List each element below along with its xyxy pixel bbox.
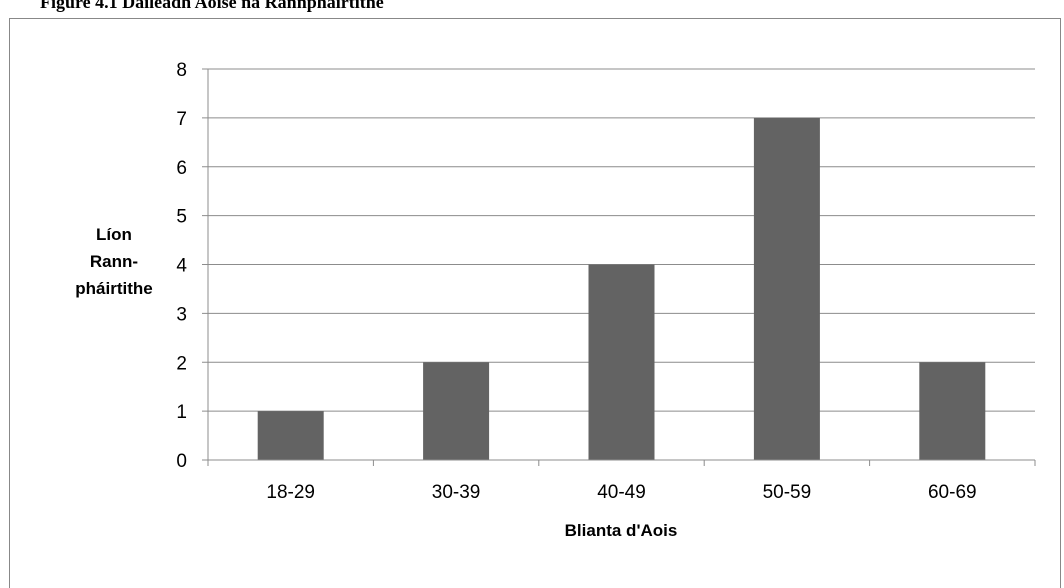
y-tick-label: 7 — [176, 109, 187, 130]
x-tick-label: 60-69 — [928, 482, 977, 503]
y-axis-label-line: Rann- — [90, 252, 138, 271]
y-tick-label: 4 — [176, 256, 187, 277]
y-tick-label: 3 — [176, 304, 187, 325]
x-tick-label: 30-39 — [432, 482, 481, 503]
y-tick-label: 0 — [176, 451, 187, 472]
y-axis-label: Líon Rann-pháirtithe — [75, 225, 152, 298]
y-tick-labels: 0 1 2 3 4 5 6 7 8 — [176, 60, 187, 472]
y-tick-label: 1 — [176, 402, 187, 423]
y-tick-label: 8 — [176, 60, 187, 81]
x-tick-label: 50-59 — [763, 482, 812, 503]
x-axis-label: Blianta d'Aois — [565, 521, 678, 540]
bar-60-69 — [919, 362, 986, 460]
y-tick-label: 2 — [176, 353, 187, 374]
bars — [257, 117, 986, 460]
bar-40-49 — [588, 264, 655, 460]
bar-18-29 — [257, 411, 324, 460]
chart-title-cut: Figure 4.1 Dáileadh Aoise na Rannpháirti… — [40, 0, 384, 12]
y-axis-label-line: pháirtithe — [75, 279, 152, 298]
chart-frame — [9, 18, 1061, 588]
bar-30-39 — [423, 362, 490, 460]
bar-50-59 — [753, 117, 820, 460]
x-tick-labels: 18-29 30-39 40-49 50-59 60-69 — [266, 482, 976, 503]
x-tick-label: 18-29 — [266, 482, 315, 503]
x-tick-label: 40-49 — [597, 482, 646, 503]
y-tick-label: 5 — [176, 207, 187, 228]
y-axis-label-line: Líon — [96, 225, 132, 244]
y-tick-label: 6 — [176, 158, 187, 179]
axes — [202, 68, 1036, 466]
bar-chart: 0 1 2 3 4 5 6 7 8 18-29 30-39 40-49 50-59 60-69 Blia… — [75, 60, 1036, 540]
